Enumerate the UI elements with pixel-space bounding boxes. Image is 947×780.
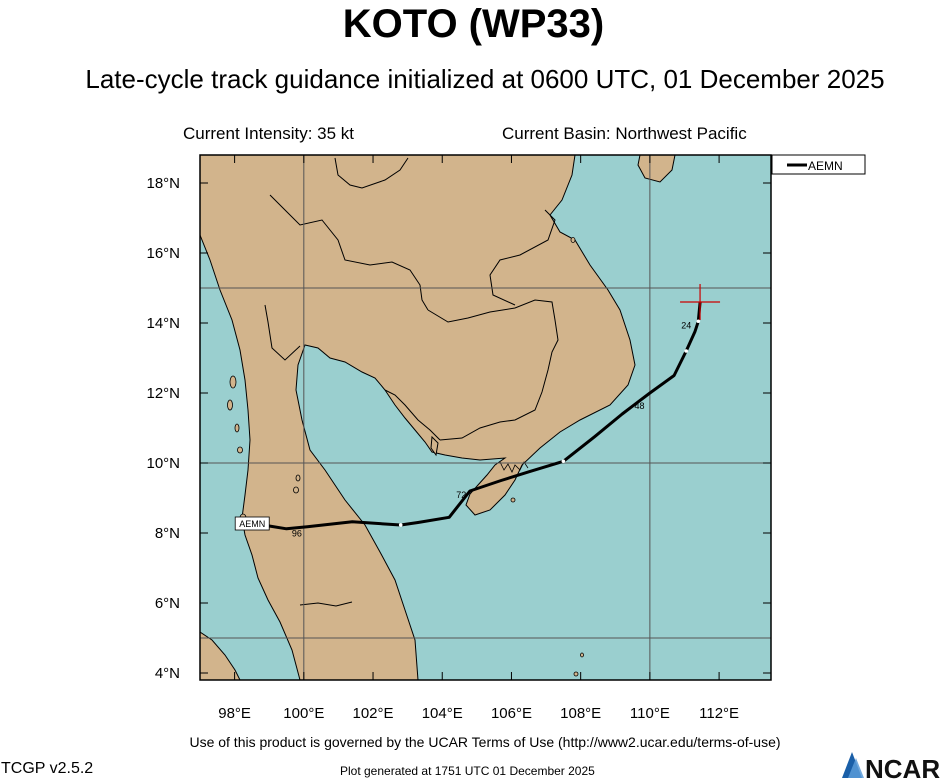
lon-tick-label: 104°E — [422, 705, 463, 722]
legend-label-aemn: AEMN — [808, 159, 843, 173]
lon-tick-label: 108°E — [560, 705, 601, 722]
lat-tick-label: 8°N — [155, 525, 180, 542]
thai-cambodia-border — [384, 389, 441, 441]
lat-tick-label: 16°N — [146, 245, 180, 262]
small-islands — [227, 237, 584, 677]
track-end-label-box — [234, 516, 270, 531]
current-intensity-label: Current Intensity: 35 kt — [183, 124, 355, 143]
ncar-logo-text: NCAR — [865, 754, 940, 780]
lon-tick-label: 98°E — [218, 705, 251, 722]
map-subtitle: Late-cycle track guidance initialized at… — [85, 64, 885, 94]
lon-tick-label: 100°E — [283, 705, 324, 722]
legend-box — [771, 154, 866, 175]
ncar-logo: NCAR — [842, 752, 940, 780]
laos-vietnam-border — [489, 209, 556, 306]
plot-generated-timestamp: Plot generated at 1751 UTC 01 December 2… — [340, 764, 595, 778]
northern-border — [334, 157, 409, 189]
lat-tick-label: 4°N — [155, 665, 180, 682]
track-point-marker — [684, 349, 689, 353]
country-borders — [264, 157, 559, 607]
cambodia-border — [427, 299, 559, 441]
track-layer: 24 48 72 96 AEMN — [234, 284, 721, 539]
lon-tick-label: 102°E — [353, 705, 394, 722]
terms-of-use-notice: Use of this product is governed by the U… — [189, 734, 781, 750]
track-end-label: AEMN — [239, 519, 265, 529]
lon-tick-label: 110°E — [630, 705, 670, 722]
version-label: TCGP v2.5.2 — [1, 760, 94, 777]
lat-tick-label: 18°N — [146, 175, 180, 192]
lat-tick-label: 14°N — [146, 315, 180, 332]
map-frame — [199, 154, 772, 681]
track-point-marker — [398, 523, 403, 527]
hainan-island — [637, 155, 676, 183]
lon-tick-label: 112°E — [699, 705, 739, 722]
track-point-marker — [696, 319, 701, 324]
legend: AEMN — [771, 154, 866, 175]
sumatra-landmass — [200, 631, 241, 680]
phu-quoc-island — [430, 435, 439, 457]
forecast-hour-label: 24 — [681, 320, 691, 330]
forecast-hour-label: 48 — [634, 401, 644, 411]
forecast-hour-label: 96 — [292, 529, 302, 539]
axis-ticks: 98°E 100°E 102°E 104°E 106°E 108°E 110°E 112°E 4… — [146, 155, 771, 722]
forecast-hour-label: 72 — [456, 490, 466, 500]
lat-tick-label: 12°N — [146, 385, 180, 402]
grid-lines — [200, 155, 771, 680]
track-map: 98°E 100°E 102°E 104°E 106°E 108°E 110°E 112°E 4… — [146, 154, 866, 722]
ncar-logo-mark-inner — [848, 758, 864, 778]
landmass-layer — [200, 155, 676, 680]
thai-myanmar-border — [264, 304, 301, 361]
lat-tick-label: 6°N — [155, 595, 180, 612]
lon-tick-label: 106°E — [491, 705, 532, 722]
track-point-marker — [561, 459, 566, 464]
thai-malaysia-border — [299, 601, 353, 607]
map-title: KOTO (WP33) — [342, 2, 605, 46]
current-basin-label: Current Basin: Northwest Pacific — [502, 124, 747, 143]
indochina-malay-landmass — [200, 155, 636, 680]
lat-tick-label: 10°N — [146, 455, 180, 472]
